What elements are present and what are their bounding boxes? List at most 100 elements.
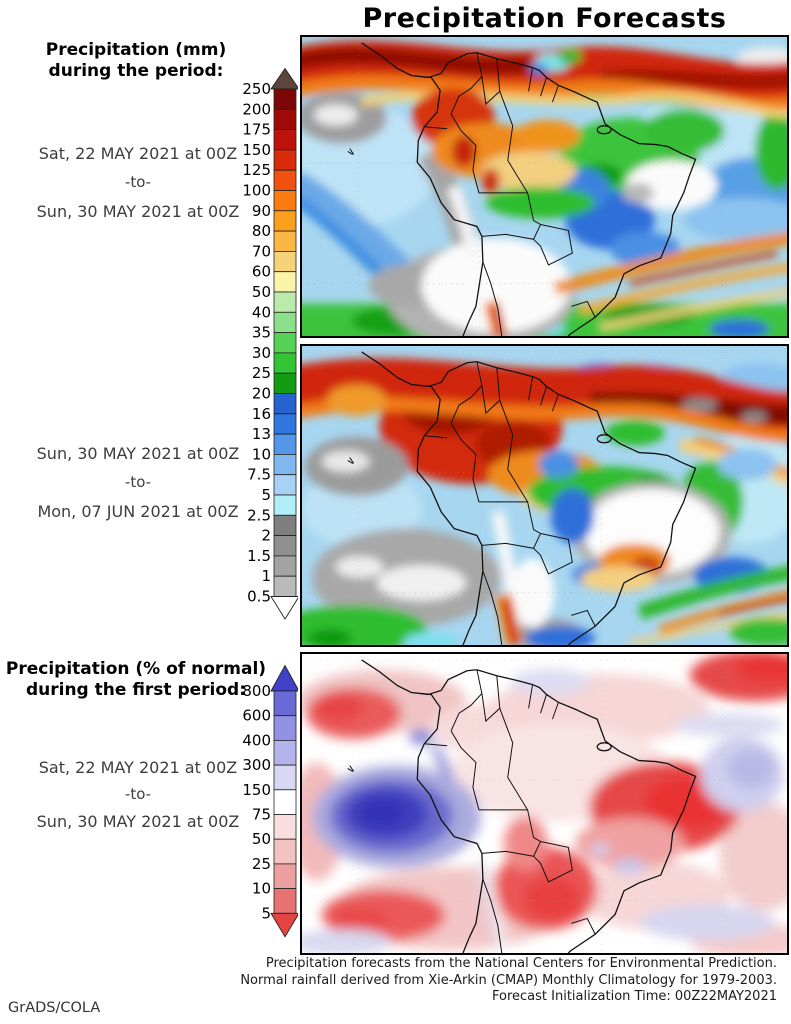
pct-section-heading: Precipitation (% of normal) during the f… — [0, 659, 272, 701]
colorbar-mm-tick-label: 50 — [252, 283, 271, 301]
colorbar-mm-tick-label: 80 — [252, 222, 271, 240]
colorbar-mm-cell — [273, 88, 297, 110]
colorbar-mm-tick-label: 30 — [252, 344, 271, 362]
colorbar-pct-cell — [273, 888, 297, 914]
colorbar-mm-tick-label: 10 — [252, 445, 271, 463]
colorbar-mm-tick-label: 35 — [252, 324, 271, 342]
period3-end: Sun, 30 MAY 2021 at 00Z — [36, 812, 240, 831]
colorbar-pct-tick-label: 600 — [242, 707, 271, 725]
grads-credit: GrADS/COLA — [8, 1000, 101, 1016]
colorbar-mm-cell — [273, 413, 297, 435]
colorbar-mm-tick-label: 20 — [252, 385, 271, 403]
colorbar-pct-cell — [273, 838, 297, 865]
colorbar-mm-cell — [273, 190, 297, 212]
colorbar-mm-cell — [273, 372, 297, 394]
colorbar-mm-tick-label: 2.5 — [247, 506, 271, 524]
mm-heading-line2: during the period: — [48, 61, 224, 81]
colorbar-mm-tick-label: 40 — [252, 303, 271, 321]
colorbar-pct-tick-label: 150 — [242, 781, 271, 799]
pct-heading-line1: Precipitation (% of normal) — [5, 659, 267, 679]
period2-end: Mon, 07 JUN 2021 at 00Z — [37, 502, 239, 521]
colorbar-pct-tick-label: 400 — [242, 731, 271, 749]
footer-init-time: Forecast Initialization Time: 00Z22MAY20… — [492, 989, 777, 1004]
footer-source-line: Precipitation forecasts from the Nationa… — [265, 956, 777, 971]
mm-section-heading: Precipitation (mm) during the period: — [4, 40, 268, 82]
colorbar-mm-cell — [273, 352, 297, 374]
colorbar-mm-bottom-arrow — [270, 596, 298, 620]
colorbar-mm-top-arrow — [270, 67, 298, 90]
colorbar-pct-tick-label: 800 — [242, 682, 271, 700]
colorbar-mm-tick-label: 150 — [242, 141, 271, 159]
colorbar-mm-tick-label: 70 — [252, 242, 271, 260]
period1-end: Sun, 30 MAY 2021 at 00Z — [36, 202, 240, 221]
colorbar-mm-tick-label: 7.5 — [247, 466, 271, 484]
colorbar-mm-tick-label: 90 — [252, 202, 271, 220]
colorbar-pct-cell — [273, 814, 297, 840]
period2-separator: -to- — [124, 473, 152, 491]
colorbar-mm-tick-label: 100 — [242, 182, 271, 200]
colorbar-mm-cell — [273, 108, 297, 130]
page-title: Precipitation Forecasts — [362, 3, 727, 34]
colorbar-pct-tick-label: 75 — [252, 805, 271, 823]
period1-separator: -to- — [124, 173, 152, 191]
colorbar-mm-cell — [273, 474, 297, 496]
colorbar-pct-top-arrow — [270, 664, 298, 692]
precipitation-mm-colorbar: 2502001751501251009080706050403530252016… — [242, 67, 298, 620]
colorbar-mm-cell — [273, 494, 297, 516]
colorbar-pct-cell — [273, 764, 297, 791]
colorbar-mm-cell — [273, 291, 297, 313]
colorbar-pct-tick-label: 50 — [252, 830, 271, 848]
colorbar-mm-tick-label: 13 — [252, 425, 271, 443]
colorbar-pct-tick-label: 5 — [261, 904, 271, 922]
colorbar-mm-tick-label: 200 — [242, 100, 271, 118]
colorbar-mm-cell — [273, 149, 297, 171]
period1-dates: Sat, 22 MAY 2021 at 00Z -to- Sun, 30 MAY… — [8, 139, 268, 226]
colorbar-mm-tick-label: 2 — [261, 527, 271, 545]
colorbar-pct-cell — [273, 690, 297, 717]
colorbar-mm-cell — [273, 271, 297, 293]
precip-mm-map-period1 — [300, 35, 789, 338]
colorbar-mm-cell — [273, 453, 297, 476]
colorbar-pct-tick-label: 10 — [252, 880, 271, 898]
colorbar-mm-cell — [273, 433, 297, 455]
colorbar-mm-cell — [273, 514, 297, 536]
colorbar-mm-cell — [273, 250, 297, 273]
pct-heading-line2: during the first period: — [25, 680, 247, 700]
colorbar-mm-tick-label: 5 — [261, 486, 271, 504]
colorbar-mm-tick-label: 16 — [252, 405, 271, 423]
colorbar-mm-tick-label: 60 — [252, 263, 271, 281]
colorbar-pct-cell — [273, 789, 297, 815]
colorbar-mm-cell — [273, 332, 297, 354]
precip-percent-normal-map — [300, 652, 789, 955]
period3-dates: Sat, 22 MAY 2021 at 00Z -to- Sun, 30 MAY… — [8, 754, 268, 835]
period1-start: Sat, 22 MAY 2021 at 00Z — [38, 144, 238, 163]
period3-separator: -to- — [124, 785, 152, 803]
figure-footer: Precipitation forecasts from the Nationa… — [217, 956, 777, 1006]
precip-mm-map-period2 — [300, 344, 789, 647]
colorbar-mm-tick-label: 0.5 — [247, 588, 271, 606]
colorbar-mm-tick-label: 125 — [242, 161, 271, 179]
footer-climatology-line: Normal rainfall derived from Xie-Arkin (… — [240, 972, 777, 988]
colorbar-pct-bottom-arrow — [270, 912, 298, 938]
colorbar-mm-cell — [273, 230, 297, 252]
period2-dates: Sun, 30 MAY 2021 at 00Z -to- Mon, 07 JUN… — [8, 439, 268, 526]
colorbar-mm-cell — [273, 393, 297, 415]
colorbar-pct-cell — [273, 715, 297, 741]
mm-heading-line1: Precipitation (mm) — [45, 40, 227, 60]
colorbar-mm-cell — [273, 575, 297, 597]
colorbar-mm-tick-label: 1 — [261, 567, 271, 585]
colorbar-pct-cell — [273, 863, 297, 889]
colorbar-mm-cell — [273, 210, 297, 232]
colorbar-pct-tick-label: 25 — [252, 855, 271, 873]
colorbar-pct-tick-label: 300 — [242, 756, 271, 774]
colorbar-mm-cell — [273, 169, 297, 191]
colorbar-mm-tick-label: 25 — [252, 364, 271, 382]
colorbar-mm-tick-label: 175 — [242, 121, 271, 139]
colorbar-mm-tick-label: 1.5 — [247, 547, 271, 565]
period2-start: Sun, 30 MAY 2021 at 00Z — [36, 444, 240, 463]
colorbar-mm-cell — [273, 535, 297, 557]
colorbar-pct-cell — [273, 739, 297, 766]
precipitation-percent-colorbar: 800 600 400 300 150 75 50 25 10 5 — [242, 664, 298, 938]
colorbar-mm-cell — [273, 311, 297, 334]
